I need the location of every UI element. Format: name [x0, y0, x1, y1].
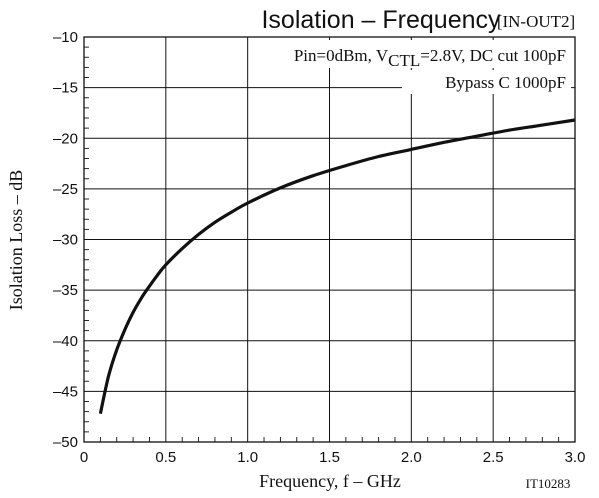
y-tick-label: –30 [53, 232, 78, 249]
chart-title-tag: [IN-OUT2] [497, 12, 575, 31]
chart-title: Isolation – Frequency [261, 6, 501, 34]
x-tick-label: 2.0 [401, 449, 422, 466]
figure-code: IT10283 [526, 476, 571, 491]
x-tick-label: 0 [80, 449, 88, 466]
x-tick-label: 1.0 [237, 449, 258, 466]
minor-grid [84, 47, 559, 442]
y-tick-label: –10 [53, 29, 78, 46]
y-tick-label: –50 [53, 434, 78, 451]
y-tick-label: –40 [53, 333, 78, 350]
x-tick-label: 0.5 [155, 449, 176, 466]
y-axis-label: Isolation Loss – dB [6, 170, 26, 311]
y-tick-label: –25 [53, 181, 78, 198]
bypass-annotation: Bypass C 1000pF [445, 73, 566, 92]
x-tick-label: 1.5 [319, 449, 340, 466]
isolation-curve [100, 120, 575, 414]
y-tick-labels: –10 –15 –20 –25 –30 –35 –40 –45 –50 [53, 29, 78, 451]
y-tick-label: –35 [53, 282, 78, 299]
y-tick-label: –45 [53, 383, 78, 400]
major-grid [84, 37, 575, 442]
x-axis-label: Frequency, f – GHz [259, 471, 401, 491]
x-tick-label: 2.5 [483, 449, 504, 466]
y-tick-label: –15 [53, 80, 78, 97]
curve-layer [100, 120, 575, 414]
y-tick-label: –20 [53, 130, 78, 147]
x-tick-label: 3.0 [565, 449, 586, 466]
x-tick-labels: 0 0.5 1.0 1.5 2.0 2.5 3.0 [80, 449, 586, 466]
